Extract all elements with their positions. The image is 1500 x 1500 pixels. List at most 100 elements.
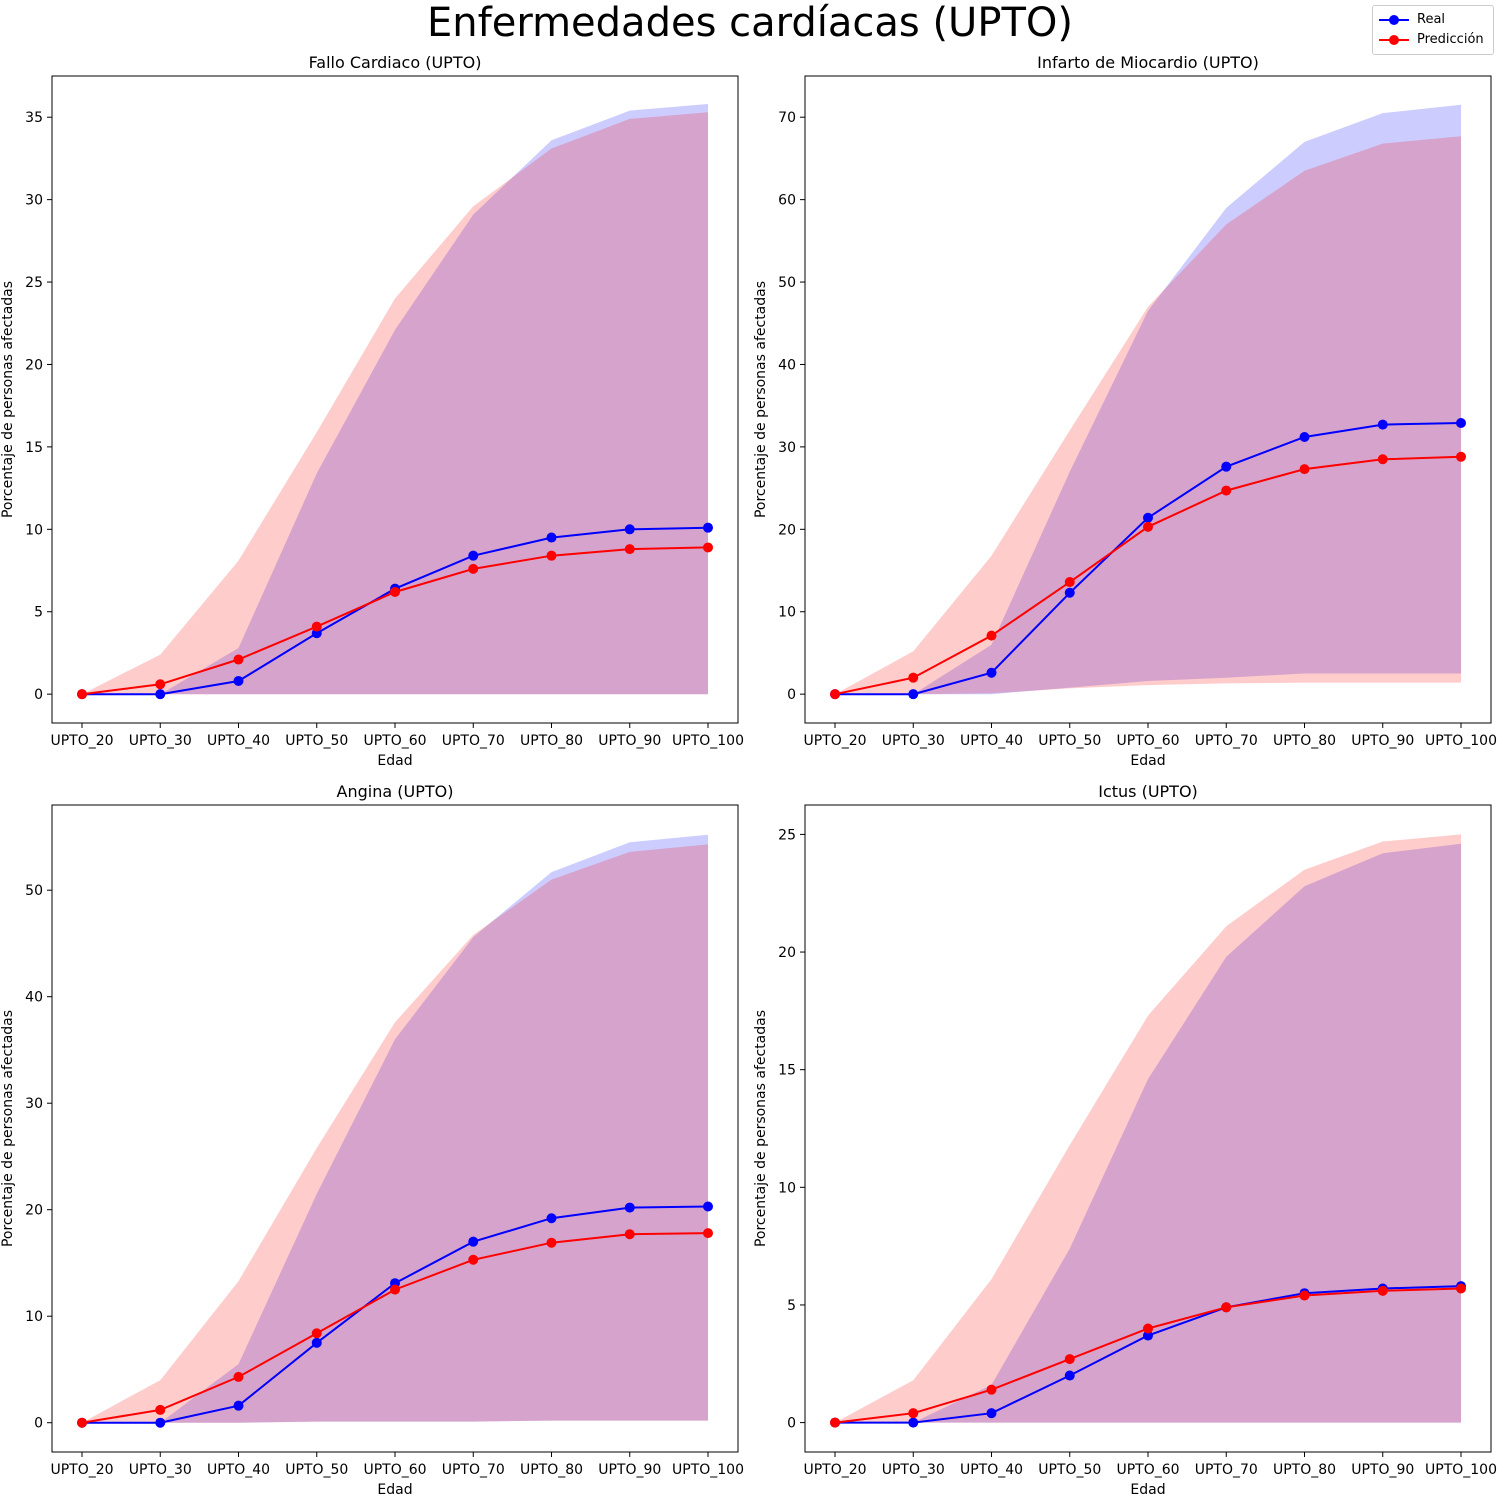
data-point-real	[986, 1408, 997, 1419]
data-point-prediccion	[1064, 1354, 1075, 1365]
x-tick-label: UPTO_100	[672, 1462, 744, 1478]
x-tick-label: UPTO_70	[442, 733, 505, 749]
data-point-real	[1299, 432, 1310, 443]
data-point-real	[1064, 587, 1075, 598]
data-point-real	[233, 1400, 244, 1411]
data-point-prediccion	[155, 1404, 166, 1415]
subplot-4: UPTO_20 UPTO_30 UPTO_40 UPTO_50 UPTO_60 UPTO_…	[753, 782, 1497, 1498]
y-tick-label: 40	[25, 990, 43, 1006]
data-point-real	[311, 1337, 322, 1348]
data-point-prediccion	[311, 621, 322, 632]
y-tick-label: 0	[34, 687, 43, 703]
x-tick-label: UPTO_80	[520, 733, 583, 749]
data-point-real	[1377, 419, 1388, 430]
data-point-real	[233, 675, 244, 686]
data-point-prediccion	[546, 1237, 557, 1248]
data-point-prediccion	[1064, 577, 1075, 588]
data-point-real	[908, 1417, 919, 1428]
data-point-prediccion	[1377, 454, 1388, 465]
data-point-real	[468, 1236, 479, 1247]
y-tick-label: 10	[778, 1180, 796, 1196]
x-tick-label: UPTO_50	[285, 733, 348, 749]
band-prediccion	[82, 844, 708, 1423]
y-tick-label: 35	[25, 110, 43, 126]
data-point-prediccion	[546, 550, 557, 561]
y-tick-label: 25	[25, 275, 43, 291]
legend-label-real: Real	[1417, 12, 1446, 27]
x-axis-label: Edad	[1130, 753, 1165, 769]
y-tick-label: 20	[778, 945, 796, 961]
legend-label-prediccion: Predicción	[1417, 32, 1484, 47]
x-tick-label: UPTO_70	[442, 1462, 505, 1478]
data-point-prediccion	[1456, 451, 1466, 462]
subplot-title: Infarto de Miocardio (UPTO)	[1037, 53, 1259, 72]
x-tick-label: UPTO_90	[1351, 1462, 1414, 1478]
subplot-title: Fallo Cardiaco (UPTO)	[309, 53, 482, 72]
data-point-real	[624, 524, 635, 535]
data-point-real	[1456, 417, 1466, 428]
x-tick-label: UPTO_70	[1195, 1462, 1258, 1478]
x-tick-label: UPTO_40	[960, 1462, 1023, 1478]
y-tick-label: 15	[25, 440, 43, 456]
x-tick-label: UPTO_30	[882, 733, 945, 749]
data-point-real	[1143, 512, 1153, 523]
data-point-prediccion	[1299, 1290, 1310, 1301]
y-axis-label: Porcentaje de personas afectadas	[0, 1010, 16, 1247]
x-tick-label: UPTO_20	[50, 1462, 113, 1478]
y-tick-label: 5	[34, 605, 43, 621]
x-tick-label: UPTO_60	[363, 733, 426, 749]
data-point-prediccion	[77, 1417, 87, 1428]
band-real	[835, 843, 1461, 1423]
y-tick-label: 10	[778, 605, 796, 621]
x-tick-label: UPTO_90	[1351, 733, 1414, 749]
data-point-prediccion	[1143, 521, 1153, 532]
data-point-prediccion	[624, 544, 635, 555]
x-tick-label: UPTO_50	[285, 1462, 348, 1478]
legend: Real Predicción	[1372, 5, 1494, 55]
x-tick-label: UPTO_20	[803, 1462, 866, 1478]
x-tick-label: UPTO_100	[672, 733, 744, 749]
data-point-prediccion	[390, 1284, 400, 1295]
data-point-real	[155, 689, 166, 700]
data-point-prediccion	[1143, 1323, 1153, 1334]
data-point-real	[908, 689, 919, 700]
x-tick-label: UPTO_40	[960, 733, 1023, 749]
x-tick-label: UPTO_40	[207, 733, 270, 749]
data-point-real	[1143, 1330, 1153, 1341]
x-tick-label: UPTO_80	[1273, 733, 1336, 749]
data-point-prediccion	[986, 630, 997, 641]
y-tick-label: 70	[778, 110, 796, 126]
subplot-2: UPTO_20 UPTO_30 UPTO_40 UPTO_50 UPTO_60 UPTO_…	[753, 53, 1497, 769]
y-tick-label: 0	[787, 1416, 796, 1432]
y-tick-label: 20	[778, 522, 796, 538]
x-tick-label: UPTO_100	[1425, 733, 1497, 749]
data-point-real	[546, 1213, 557, 1224]
legend-item-real: Real	[1373, 10, 1493, 30]
y-tick-label: 30	[778, 440, 796, 456]
x-tick-label: UPTO_90	[598, 733, 661, 749]
data-point-prediccion	[233, 1371, 244, 1382]
y-tick-label: 50	[25, 883, 43, 899]
data-point-real	[1064, 1370, 1075, 1381]
band-real	[82, 104, 708, 695]
y-tick-label: 50	[778, 275, 796, 291]
data-point-real	[155, 1417, 166, 1428]
y-tick-label: 30	[25, 1096, 43, 1112]
x-axis-label: Edad	[377, 1482, 412, 1498]
data-point-prediccion	[1221, 485, 1232, 496]
data-point-prediccion	[1456, 1283, 1466, 1294]
x-axis-label: Edad	[377, 753, 412, 769]
y-tick-label: 10	[25, 1309, 43, 1325]
band-real	[835, 104, 1461, 695]
x-tick-label: UPTO_30	[129, 733, 192, 749]
data-point-prediccion	[703, 542, 713, 553]
data-point-prediccion	[908, 672, 919, 683]
data-point-real	[624, 1202, 635, 1213]
x-tick-label: UPTO_30	[129, 1462, 192, 1478]
data-point-prediccion	[703, 1228, 713, 1239]
figure-title: Enfermedades cardíacas (UPTO)	[427, 0, 1073, 46]
y-tick-label: 20	[25, 357, 43, 373]
subplot-title: Ictus (UPTO)	[1098, 782, 1198, 801]
data-point-real	[1221, 461, 1232, 472]
